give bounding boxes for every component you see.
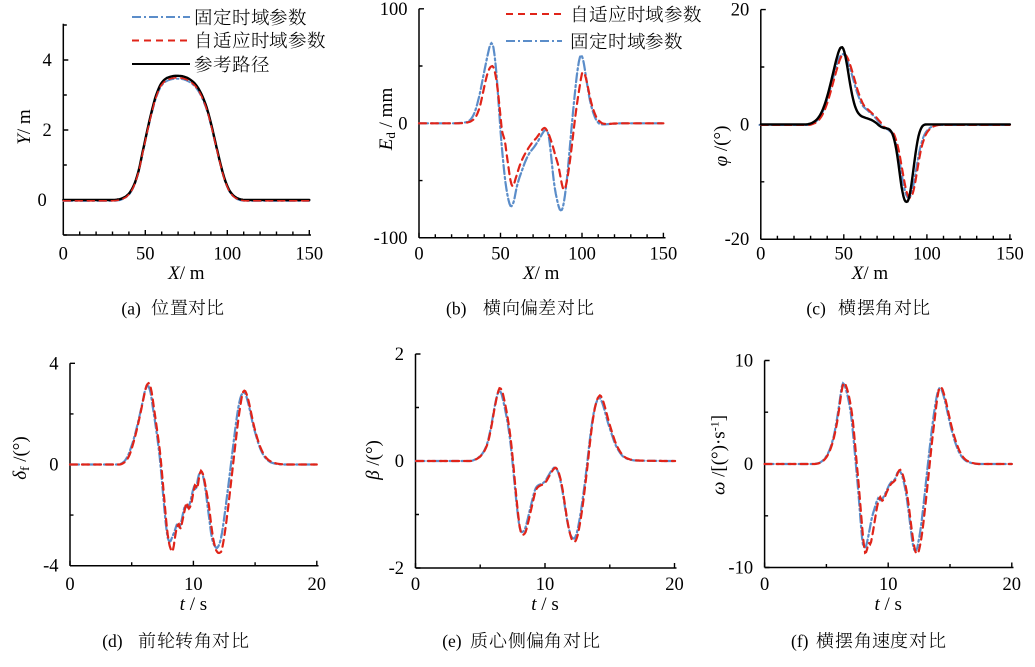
svg-text:0: 0 (49, 456, 58, 476)
svg-text:0: 0 (740, 115, 749, 135)
svg-text:(e): (e) (442, 631, 462, 651)
svg-text:2: 2 (43, 121, 52, 141)
svg-text:X/ m: X/ m (522, 263, 560, 284)
svg-text:50: 50 (491, 245, 510, 265)
svg-text:X/ m: X/ m (851, 263, 889, 284)
svg-text:10: 10 (536, 575, 555, 595)
svg-text:0: 0 (65, 575, 74, 595)
svg-text:20: 20 (308, 575, 327, 595)
svg-text:Y/ m: Y/ m (14, 109, 35, 145)
svg-text:2: 2 (395, 345, 404, 365)
svg-text:0: 0 (760, 575, 769, 595)
svg-text:t / s: t / s (180, 594, 207, 615)
svg-text:150: 150 (996, 245, 1024, 265)
svg-text:-20: -20 (725, 230, 750, 250)
svg-text:ω /[(°)·s-1]: ω /[(°)·s-1] (708, 415, 730, 495)
svg-text:150: 150 (295, 245, 323, 265)
svg-text:20: 20 (731, 1, 750, 21)
svg-text:0: 0 (414, 245, 423, 265)
svg-text:0: 0 (756, 245, 765, 265)
svg-text:-2: -2 (389, 559, 404, 579)
svg-text:20: 20 (665, 575, 684, 595)
svg-text:0: 0 (59, 245, 68, 265)
svg-text:t / s: t / s (874, 594, 901, 615)
svg-text:-10: -10 (728, 559, 753, 579)
svg-text:(c): (c) (806, 299, 826, 319)
svg-text:100: 100 (213, 245, 241, 265)
svg-text:β /(°): β /(°) (363, 440, 384, 481)
svg-text:(f): (f) (791, 631, 809, 651)
svg-text:100: 100 (568, 245, 596, 265)
svg-text:4: 4 (49, 354, 58, 374)
svg-text:10: 10 (735, 352, 754, 372)
svg-text:X/ m: X/ m (167, 263, 205, 284)
svg-text:(b): (b) (446, 299, 467, 319)
svg-text:δf /(°): δf /(°) (10, 436, 32, 479)
svg-text:20: 20 (1003, 575, 1022, 595)
svg-text:0: 0 (398, 114, 407, 134)
svg-text:50: 50 (136, 245, 155, 265)
svg-text:4: 4 (43, 51, 52, 71)
svg-text:(a): (a) (121, 299, 141, 319)
svg-text:Ed / mm: Ed / mm (376, 88, 398, 152)
svg-text:50: 50 (835, 245, 854, 265)
svg-text:100: 100 (380, 0, 408, 20)
svg-text:(d): (d) (102, 631, 123, 651)
svg-text:10: 10 (184, 575, 203, 595)
svg-text:0: 0 (411, 575, 420, 595)
svg-text:0: 0 (38, 191, 47, 211)
svg-text:100: 100 (913, 245, 941, 265)
svg-text:0: 0 (395, 452, 404, 472)
svg-text:10: 10 (879, 575, 898, 595)
svg-text:0: 0 (744, 455, 753, 475)
svg-text:-100: -100 (374, 229, 408, 249)
svg-text:t / s: t / s (531, 594, 558, 615)
svg-text:150: 150 (650, 245, 678, 265)
svg-text:-4: -4 (43, 557, 58, 577)
svg-text:φ /(°): φ /(°) (711, 126, 732, 167)
